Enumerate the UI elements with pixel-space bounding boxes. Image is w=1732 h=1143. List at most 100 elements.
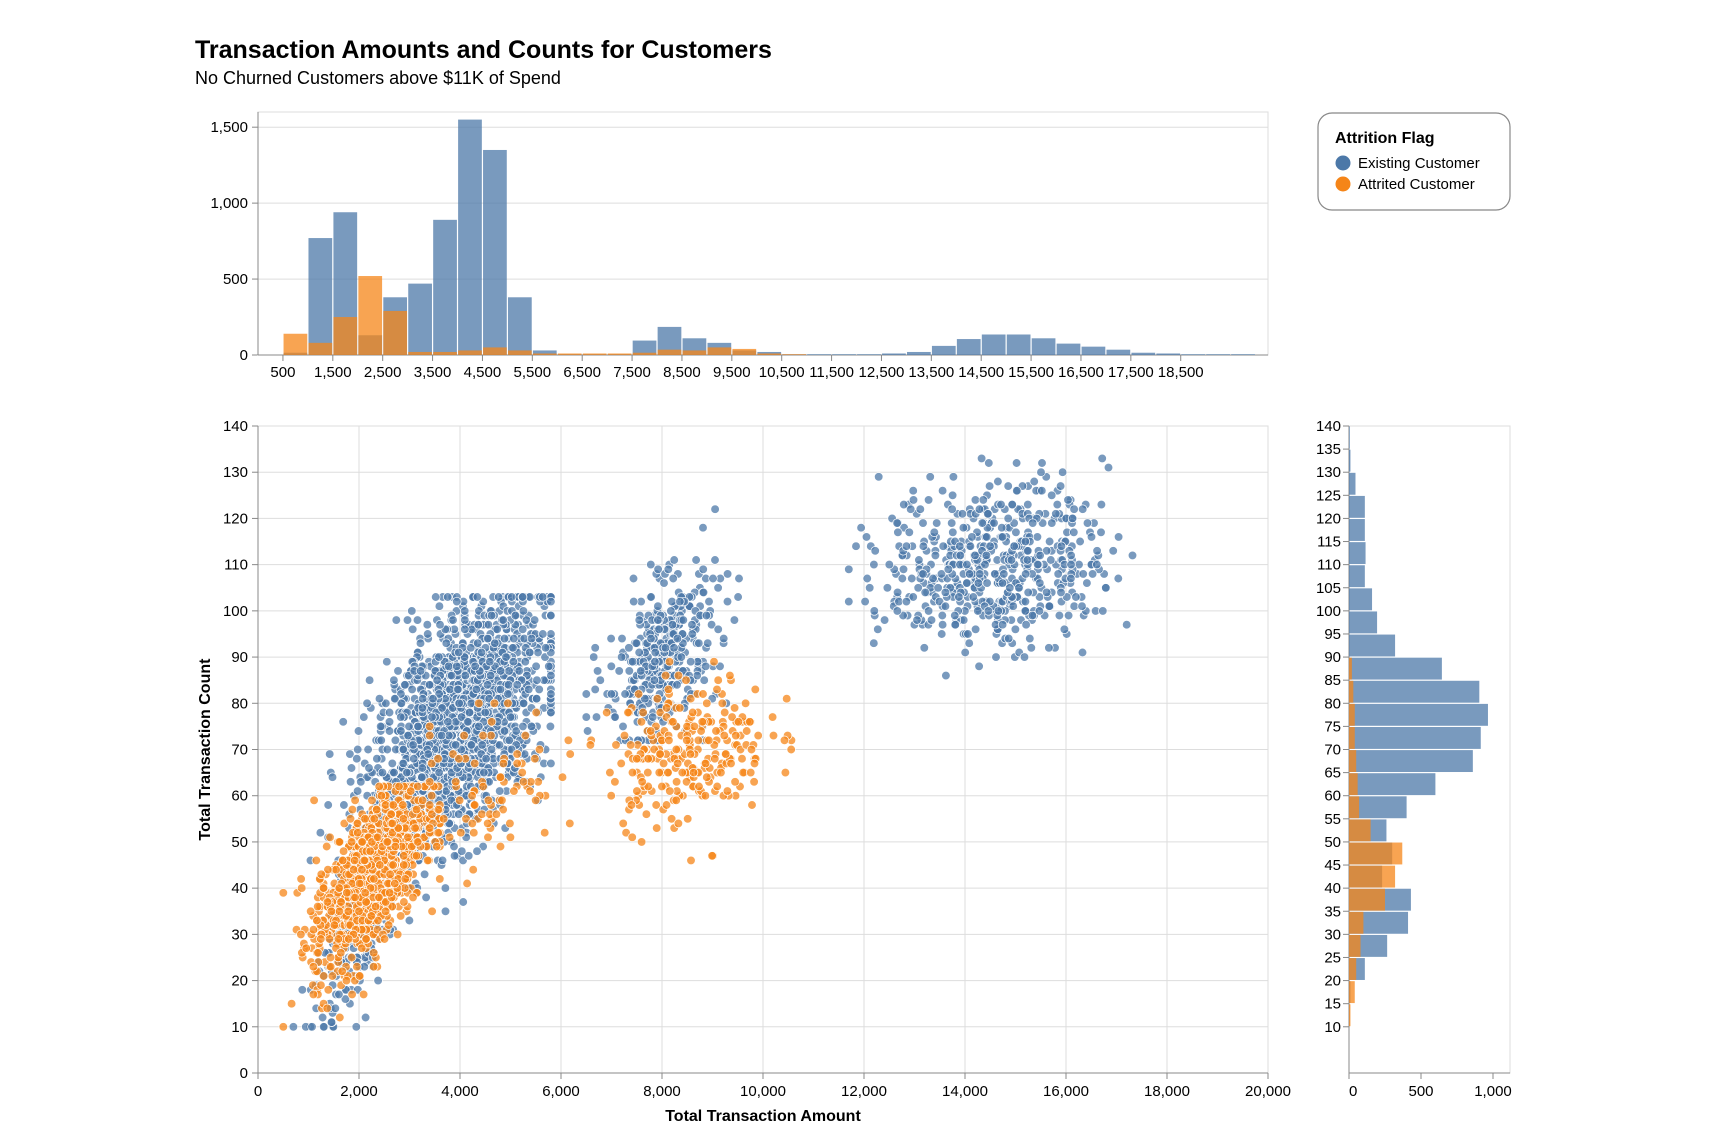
scatter-point-existing	[654, 624, 664, 634]
scatter-point-existing	[1113, 573, 1123, 584]
scatter-point-attrited	[334, 883, 344, 893]
right-hist-y-tick-label: 35	[1324, 903, 1341, 920]
scatter-point-attrited	[710, 754, 720, 764]
scatter-point-existing	[940, 587, 951, 598]
right-hist-bar-existing	[1349, 657, 1442, 680]
scatter-point-attrited	[325, 952, 336, 963]
scatter-point-attrited	[671, 795, 681, 805]
scatter-point-attrited	[611, 740, 621, 750]
scatter-point-attrited	[394, 781, 404, 792]
scatter-point-existing	[415, 666, 426, 676]
top-hist-x-tick-label: 8,500	[663, 364, 701, 381]
scatter-point-attrited	[278, 1022, 288, 1032]
scatter-point-existing	[1055, 481, 1066, 491]
scatter-point-existing	[435, 620, 445, 630]
scatter-point-existing	[970, 495, 981, 505]
scatter-point-existing	[1037, 458, 1047, 468]
scatter-point-existing	[504, 666, 514, 676]
scatter-point-existing	[977, 518, 987, 528]
scatter-point-attrited	[585, 740, 596, 750]
scatter-point-existing	[907, 573, 917, 584]
scatter-point-existing	[698, 587, 709, 598]
scatter-point-existing	[472, 592, 482, 602]
scatter-point-existing	[687, 620, 697, 630]
scatter-point-existing	[330, 1003, 340, 1013]
scatter-point-existing	[899, 499, 909, 510]
top-hist-bar-existing	[507, 297, 532, 355]
legend-label-attrited[interactable]: Attrited Customer	[1358, 176, 1475, 193]
scatter-point-existing	[590, 684, 600, 695]
scatter-point-existing	[477, 740, 487, 750]
scatter-point-existing	[686, 657, 696, 667]
scatter-point-existing	[984, 481, 995, 491]
scatter-point-attrited	[358, 989, 369, 1000]
right-hist-bar-attrited	[1349, 981, 1355, 1004]
scatter-point-existing	[525, 647, 535, 658]
scatter-point-attrited	[779, 735, 790, 745]
scatter-point-attrited	[357, 837, 367, 847]
scatter-point-existing	[967, 532, 977, 542]
scatter-y-tick-label: 70	[231, 742, 248, 759]
scatter-point-existing	[1051, 509, 1061, 519]
right-hist-y-tick-label: 95	[1324, 626, 1341, 643]
scatter-point-attrited	[325, 832, 335, 842]
scatter-point-attrited	[323, 985, 333, 995]
right-hist-bar-existing	[1349, 472, 1356, 495]
scatter-point-attrited	[478, 781, 488, 792]
scatter-point-attrited	[768, 730, 779, 741]
scatter-point-existing	[363, 744, 373, 755]
scatter-point-existing	[443, 717, 453, 727]
scatter-point-attrited	[746, 744, 757, 755]
top-hist-x-tick-label: 3,500	[414, 364, 452, 381]
scatter-point-attrited	[602, 707, 612, 718]
scatter-point-existing	[1005, 583, 1015, 593]
scatter-point-existing	[941, 670, 951, 681]
right-hist-y-tick-label: 60	[1324, 788, 1341, 805]
scatter-point-attrited	[565, 749, 575, 759]
top-hist-bar-existing	[657, 326, 682, 355]
scatter-point-attrited	[658, 758, 669, 769]
top-hist-x-tick-label: 16,500	[1058, 364, 1104, 381]
scatter-point-existing	[646, 633, 656, 644]
scatter-point-existing	[427, 712, 437, 722]
scatter-x-tick-label: 20,000	[1245, 1083, 1291, 1100]
scatter-point-attrited	[618, 818, 628, 829]
scatter-point-attrited	[478, 730, 488, 741]
scatter-point-existing	[882, 583, 893, 593]
top-hist-bar-existing	[1056, 343, 1081, 355]
scatter-point-existing	[648, 712, 658, 722]
scatter-point-attrited	[387, 818, 397, 829]
scatter-point-attrited	[322, 897, 333, 907]
scatter-y-tick-label: 10	[231, 1019, 248, 1036]
scatter-point-attrited	[347, 989, 357, 1000]
scatter-point-existing	[928, 573, 938, 584]
scatter-point-attrited	[379, 934, 390, 944]
scatter-point-existing	[589, 652, 599, 662]
legend[interactable]: Attrition Flag Existing Customer Attrite…	[1317, 112, 1511, 211]
scatter-point-attrited	[338, 855, 348, 866]
top-hist-bar-attrited	[507, 350, 532, 355]
scatter-point-existing	[452, 661, 462, 671]
scatter-x-tick-label: 0	[254, 1083, 262, 1100]
legend-label-existing[interactable]: Existing Customer	[1358, 155, 1480, 172]
scatter-point-existing	[545, 721, 556, 732]
scatter-point-attrited	[338, 846, 349, 856]
scatter-point-attrited	[335, 1012, 345, 1023]
scatter-point-attrited	[665, 786, 675, 796]
scatter-point-attrited	[454, 795, 465, 805]
top-hist-x-tick-label: 14,500	[958, 364, 1004, 381]
scatter-point-attrited	[540, 828, 550, 838]
scatter-point-existing	[1056, 541, 1067, 551]
scatter-point-existing	[495, 786, 505, 796]
scatter-point-existing	[359, 712, 369, 722]
scatter-point-existing	[457, 846, 467, 856]
scatter-y-tick-label: 100	[223, 603, 248, 620]
scatter-y-axis-title: Total Transaction Count	[197, 658, 214, 841]
right-hist-y-tick-label: 25	[1324, 949, 1341, 966]
scatter-point-existing	[954, 592, 964, 602]
scatter-point-existing	[650, 647, 660, 658]
scatter-point-existing	[1035, 550, 1045, 561]
scatter-point-attrited	[652, 823, 662, 833]
scatter-point-existing	[722, 569, 733, 579]
scatter-point-attrited	[329, 920, 340, 930]
